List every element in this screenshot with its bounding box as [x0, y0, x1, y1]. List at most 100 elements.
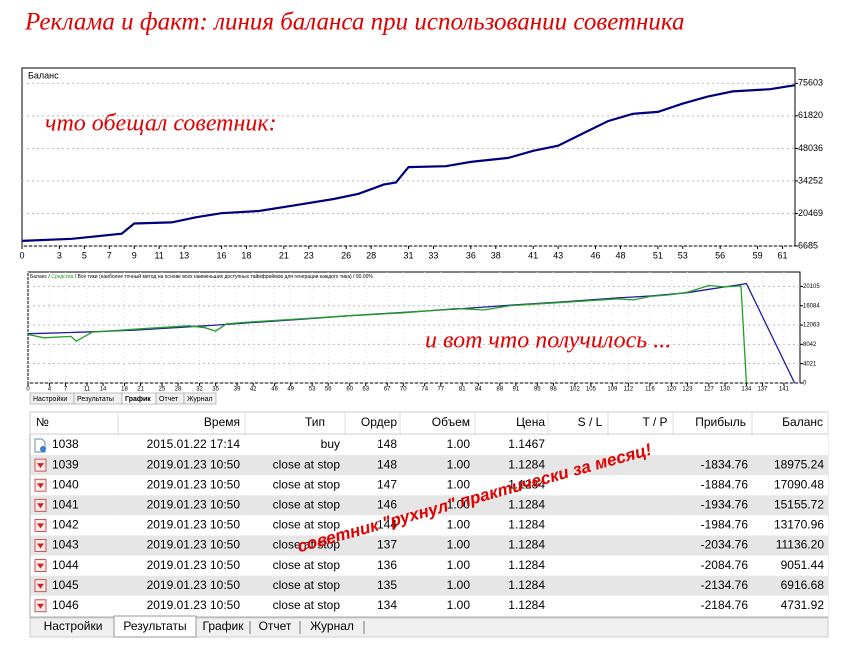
table-cell: close at stop	[273, 598, 341, 612]
tab-label[interactable]: Результаты	[77, 396, 114, 403]
table-row	[31, 515, 828, 536]
row-icon	[37, 523, 44, 529]
x-tick-label: 16	[216, 250, 226, 260]
table-cell: 148	[377, 457, 397, 471]
table-cell: 144	[377, 518, 397, 532]
table-cell: 4731.92	[781, 598, 825, 612]
tab-label[interactable]: График	[203, 619, 245, 633]
table-cell: close at stop	[273, 578, 341, 592]
table-cell: 1039	[52, 457, 79, 471]
table-cell: 1.00	[447, 497, 471, 511]
header-part: /	[73, 274, 77, 280]
x-tick-label: 46	[271, 387, 278, 393]
x-tick-label: 28	[175, 387, 182, 393]
tab-label[interactable]: Результаты	[123, 619, 186, 633]
table-cell: buy	[321, 437, 340, 451]
x-tick-label: 60	[346, 387, 353, 393]
table-row	[31, 535, 828, 556]
page-title: Реклама и факт: линия баланса при исполь…	[24, 9, 685, 36]
x-tick-label: 53	[309, 387, 316, 393]
table-cell: -2184.76	[701, 598, 749, 612]
x-tick-label: 56	[325, 387, 332, 393]
y-tick-label: 20469	[798, 208, 823, 218]
x-tick-label: 36	[466, 250, 476, 260]
y-tick-label: 34252	[798, 175, 823, 185]
table-cell: 136	[377, 558, 397, 572]
table-cell: 11136.20	[776, 538, 825, 552]
x-tick-label: 105	[586, 387, 597, 393]
tab-label[interactable]: Отчет	[259, 619, 292, 633]
table-cell: 146	[377, 497, 397, 511]
table-row	[31, 555, 828, 576]
y-tick-label: 16084	[803, 303, 820, 309]
x-tick-label: 48	[615, 250, 625, 260]
x-tick-label: 141	[779, 387, 790, 393]
row-icon	[37, 463, 44, 469]
tab-bar	[29, 617, 829, 638]
x-tick-label: 0	[19, 250, 24, 260]
tab-label[interactable]: Журнал	[310, 619, 354, 633]
y-tick-label: 4021	[803, 361, 817, 367]
table-cell: -1834.76	[701, 457, 749, 471]
series-line	[21, 84, 796, 242]
table-cell: 1.1284	[508, 598, 545, 612]
tab-label[interactable]: Отчет	[159, 396, 179, 403]
table-cell: close at stop	[273, 457, 341, 471]
x-tick-label: 49	[287, 387, 294, 393]
table-cell: 2019.01.23 10:50	[147, 558, 241, 572]
table-cell: 2019.01.23 10:50	[147, 598, 241, 612]
tab[interactable]	[113, 615, 197, 638]
table-cell: -2034.76	[701, 538, 749, 552]
plot-area	[21, 67, 796, 247]
x-tick-label: 130	[720, 387, 731, 393]
tab-label[interactable]: Настройки	[44, 619, 103, 633]
header-part: Баланс	[30, 274, 48, 280]
x-tick-label: 127	[704, 387, 715, 393]
row-icon	[37, 503, 44, 509]
x-tick-label: 7	[107, 250, 112, 260]
table-cell: 1.1284	[508, 538, 545, 552]
table-cell: 1040	[52, 477, 79, 491]
table-cell: close at stop	[273, 558, 341, 572]
table-cell: 1.1284	[508, 558, 545, 572]
table-cell: 15155.72	[774, 497, 824, 511]
table-cell: -1934.76	[701, 497, 749, 511]
tab-label[interactable]: Настройки	[33, 395, 67, 403]
table-cell: close at stop	[273, 497, 341, 511]
y-tick-label: 48036	[798, 143, 823, 153]
table-cell: 1.00	[447, 558, 471, 572]
y-tick-label: 0	[803, 381, 807, 387]
x-tick-label: 35	[212, 387, 219, 393]
column-header: S / L	[578, 415, 603, 429]
x-tick-label: 123	[682, 387, 693, 393]
tab[interactable]	[183, 392, 217, 405]
tab-label[interactable]: График	[125, 396, 151, 403]
x-tick-label: 11	[154, 250, 163, 260]
table-cell: 2019.01.23 10:50	[147, 497, 241, 511]
row-icon	[37, 563, 44, 569]
table-cell: -2134.76	[701, 578, 749, 592]
column-header: Время	[204, 415, 240, 429]
table-cell: 2015.01.22 17:14	[147, 437, 241, 451]
table-cell: 2019.01.23 10:50	[147, 457, 241, 471]
table-cell: 13170.96	[774, 518, 824, 532]
x-tick-label: 18	[241, 250, 251, 260]
x-tick-label: 53	[678, 250, 688, 260]
tab-label[interactable]: Журнал	[187, 396, 213, 403]
table-cell: 1.00	[447, 457, 471, 471]
table-cell: close at stop	[273, 518, 341, 532]
y-tick-label: 6685	[798, 240, 818, 250]
x-tick-label: 95	[534, 387, 541, 393]
row-icon	[37, 543, 44, 549]
table-cell: 18975.24	[774, 457, 824, 471]
x-tick-label: 56	[715, 250, 725, 260]
table-row	[31, 575, 828, 596]
header-part: /	[352, 274, 356, 280]
table-cell: 2019.01.23 10:50	[147, 518, 241, 532]
column-header: T / P	[642, 415, 667, 429]
table-row	[31, 475, 828, 496]
x-tick-label: 14	[100, 387, 107, 393]
series-line	[27, 284, 748, 384]
table-cell: 1.00	[447, 538, 471, 552]
